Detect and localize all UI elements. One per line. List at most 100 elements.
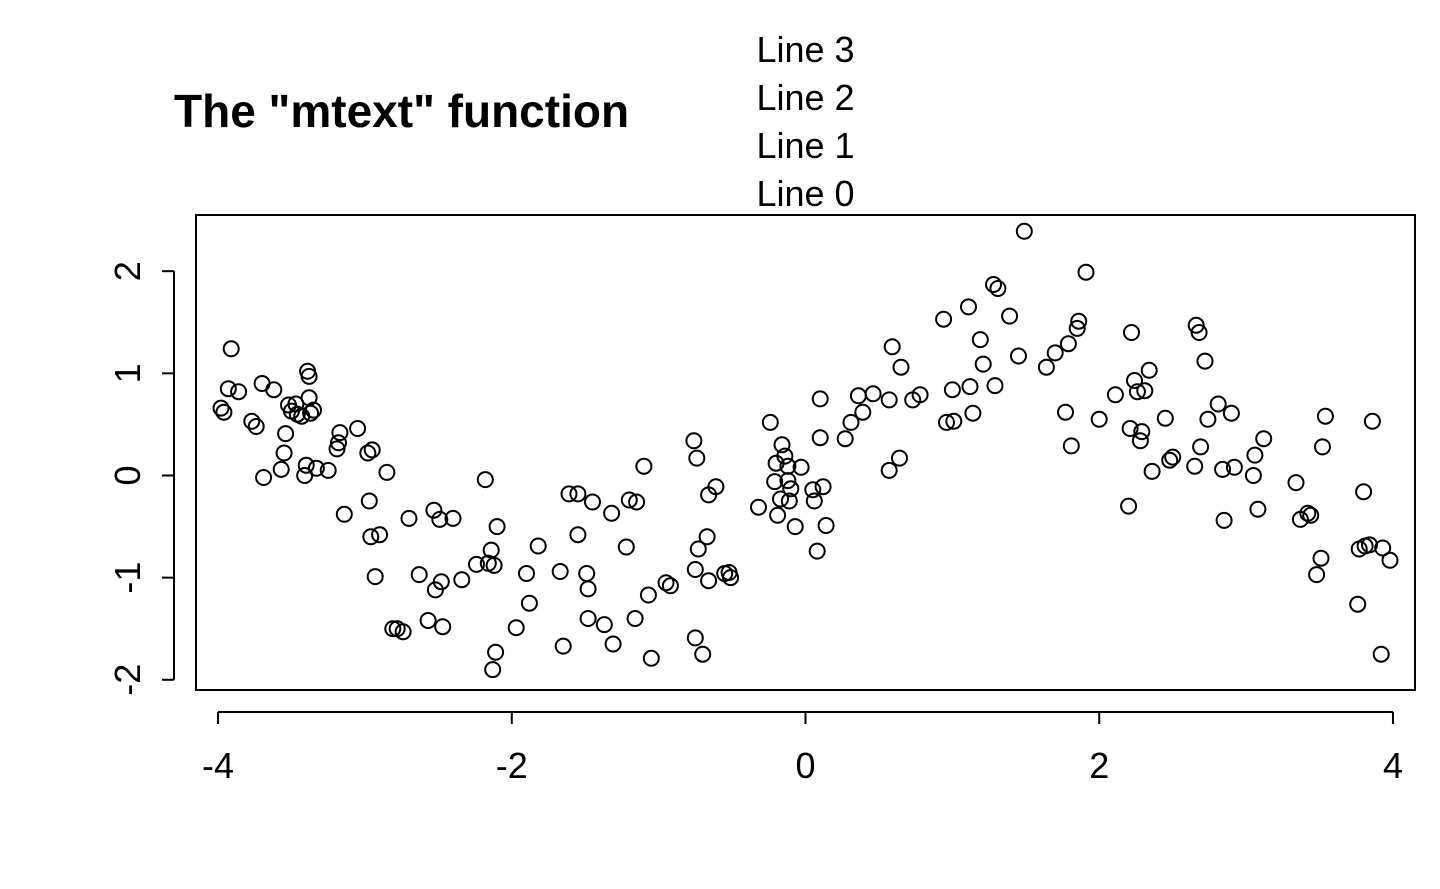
data-point xyxy=(222,340,240,358)
data-point xyxy=(604,635,622,653)
data-point xyxy=(554,637,572,655)
data-point xyxy=(335,505,353,523)
data-point xyxy=(617,538,635,556)
data-point xyxy=(1312,549,1330,567)
data-point xyxy=(1164,448,1182,466)
x-tick-label: 2 xyxy=(1089,745,1109,786)
data-point xyxy=(761,413,779,431)
data-point xyxy=(584,493,601,511)
data-point xyxy=(1287,474,1305,492)
data-point xyxy=(349,420,367,437)
data-point xyxy=(359,444,377,462)
data-point xyxy=(814,478,832,496)
data-point xyxy=(1187,316,1205,334)
data-point xyxy=(215,403,233,421)
data-point xyxy=(1001,307,1019,325)
y-tick-label: -1 xyxy=(107,562,148,594)
data-point xyxy=(560,485,578,503)
data-point xyxy=(1010,347,1027,365)
data-point xyxy=(394,623,412,641)
data-point xyxy=(686,629,704,647)
data-point xyxy=(529,537,547,555)
y-tick-label: 1 xyxy=(107,363,148,383)
data-point xyxy=(1225,458,1243,476)
data-point xyxy=(1123,324,1140,341)
data-point xyxy=(1199,410,1217,428)
data-point xyxy=(945,412,963,430)
data-point xyxy=(1131,432,1149,450)
data-point xyxy=(434,618,452,636)
data-points xyxy=(212,222,1399,679)
data-point xyxy=(943,381,961,399)
data-point xyxy=(776,447,794,465)
data-point xyxy=(971,331,989,349)
data-point xyxy=(1090,410,1108,428)
data-point xyxy=(1374,539,1392,557)
data-point xyxy=(782,480,800,498)
data-point xyxy=(265,381,283,399)
data-point xyxy=(986,377,1004,395)
data-point xyxy=(1299,504,1317,522)
data-point xyxy=(275,444,293,462)
data-point xyxy=(520,594,538,612)
data-point xyxy=(849,387,867,405)
data-point xyxy=(1255,430,1273,448)
chart-title: The "mtext" function xyxy=(174,85,629,137)
data-point xyxy=(700,572,718,590)
data-point xyxy=(1140,361,1158,379)
data-point xyxy=(328,440,346,458)
data-point xyxy=(1046,344,1064,362)
data-point xyxy=(780,492,798,510)
data-point xyxy=(569,485,587,503)
x-tick-label: -2 xyxy=(496,745,528,786)
data-point xyxy=(661,577,679,595)
data-point xyxy=(1302,506,1320,524)
data-point xyxy=(1143,462,1161,480)
data-point xyxy=(453,571,471,589)
data-point xyxy=(694,645,712,663)
data-point xyxy=(1361,536,1378,554)
data-point xyxy=(431,510,449,528)
data-point xyxy=(1372,645,1390,663)
data-point xyxy=(960,298,977,316)
data-point xyxy=(255,469,273,486)
data-point xyxy=(842,413,860,431)
plot-frame xyxy=(195,214,1416,691)
data-point xyxy=(707,478,725,496)
data-point xyxy=(935,310,953,328)
x-tick-label: 4 xyxy=(1383,745,1403,786)
data-point xyxy=(378,463,396,481)
data-point xyxy=(410,566,428,584)
data-point xyxy=(836,430,854,448)
data-point xyxy=(686,561,704,578)
data-point xyxy=(620,491,638,509)
data-point xyxy=(1186,457,1204,475)
data-point xyxy=(773,436,791,454)
data-point xyxy=(1244,467,1262,484)
data-point xyxy=(1057,403,1074,421)
data-point xyxy=(989,280,1007,297)
data-point xyxy=(642,649,660,667)
data-point xyxy=(488,518,506,536)
data-point xyxy=(698,528,716,546)
data-point xyxy=(892,358,910,376)
data-point xyxy=(817,517,835,534)
y-tick-label: 2 xyxy=(107,261,148,281)
data-point xyxy=(1070,312,1088,330)
data-point xyxy=(811,429,829,447)
data-point xyxy=(880,461,898,479)
data-point xyxy=(579,580,597,598)
y-tick-label: -2 xyxy=(107,664,148,696)
data-point xyxy=(688,449,706,467)
data-point xyxy=(1249,500,1267,518)
data-point xyxy=(766,473,784,491)
data-point xyxy=(1120,497,1138,515)
data-point xyxy=(779,472,797,490)
data-point xyxy=(485,556,503,574)
data-point xyxy=(487,643,505,661)
data-point xyxy=(961,378,979,396)
data-point xyxy=(330,434,347,452)
data-point xyxy=(626,610,644,627)
data-point xyxy=(805,492,823,510)
